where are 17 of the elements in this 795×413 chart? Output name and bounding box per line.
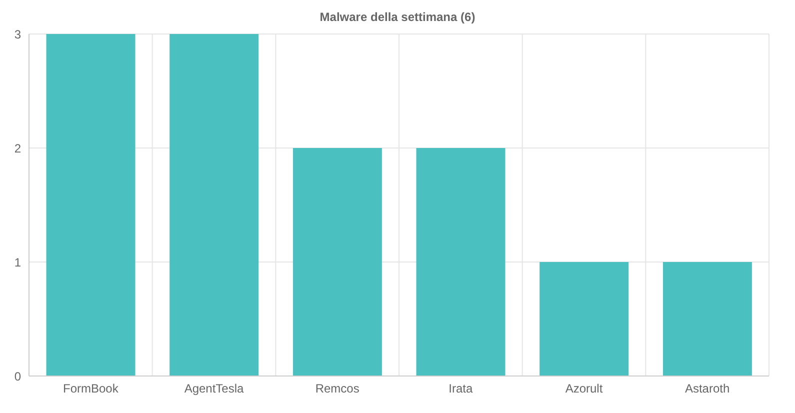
x-tick-label: Azorult [565,382,604,396]
chart-title: Malware della settimana (6) [318,10,476,24]
bar [662,262,752,376]
x-tick-label: AgentTesla [184,382,244,396]
bar [416,148,506,376]
bar [170,34,259,376]
bar [46,34,136,376]
x-tick-label: Astaroth [684,382,730,396]
y-tick-label: 3 [14,27,22,42]
x-tick-label: Irata [448,382,473,396]
x-tick-label: Remcos [315,382,360,396]
bar [540,262,629,376]
bar [292,148,382,376]
x-tick-label: FormBook [62,382,120,396]
y-tick-label: 1 [14,255,22,270]
y-tick-label: 2 [14,141,22,156]
y-tick-label: 0 [14,369,22,384]
